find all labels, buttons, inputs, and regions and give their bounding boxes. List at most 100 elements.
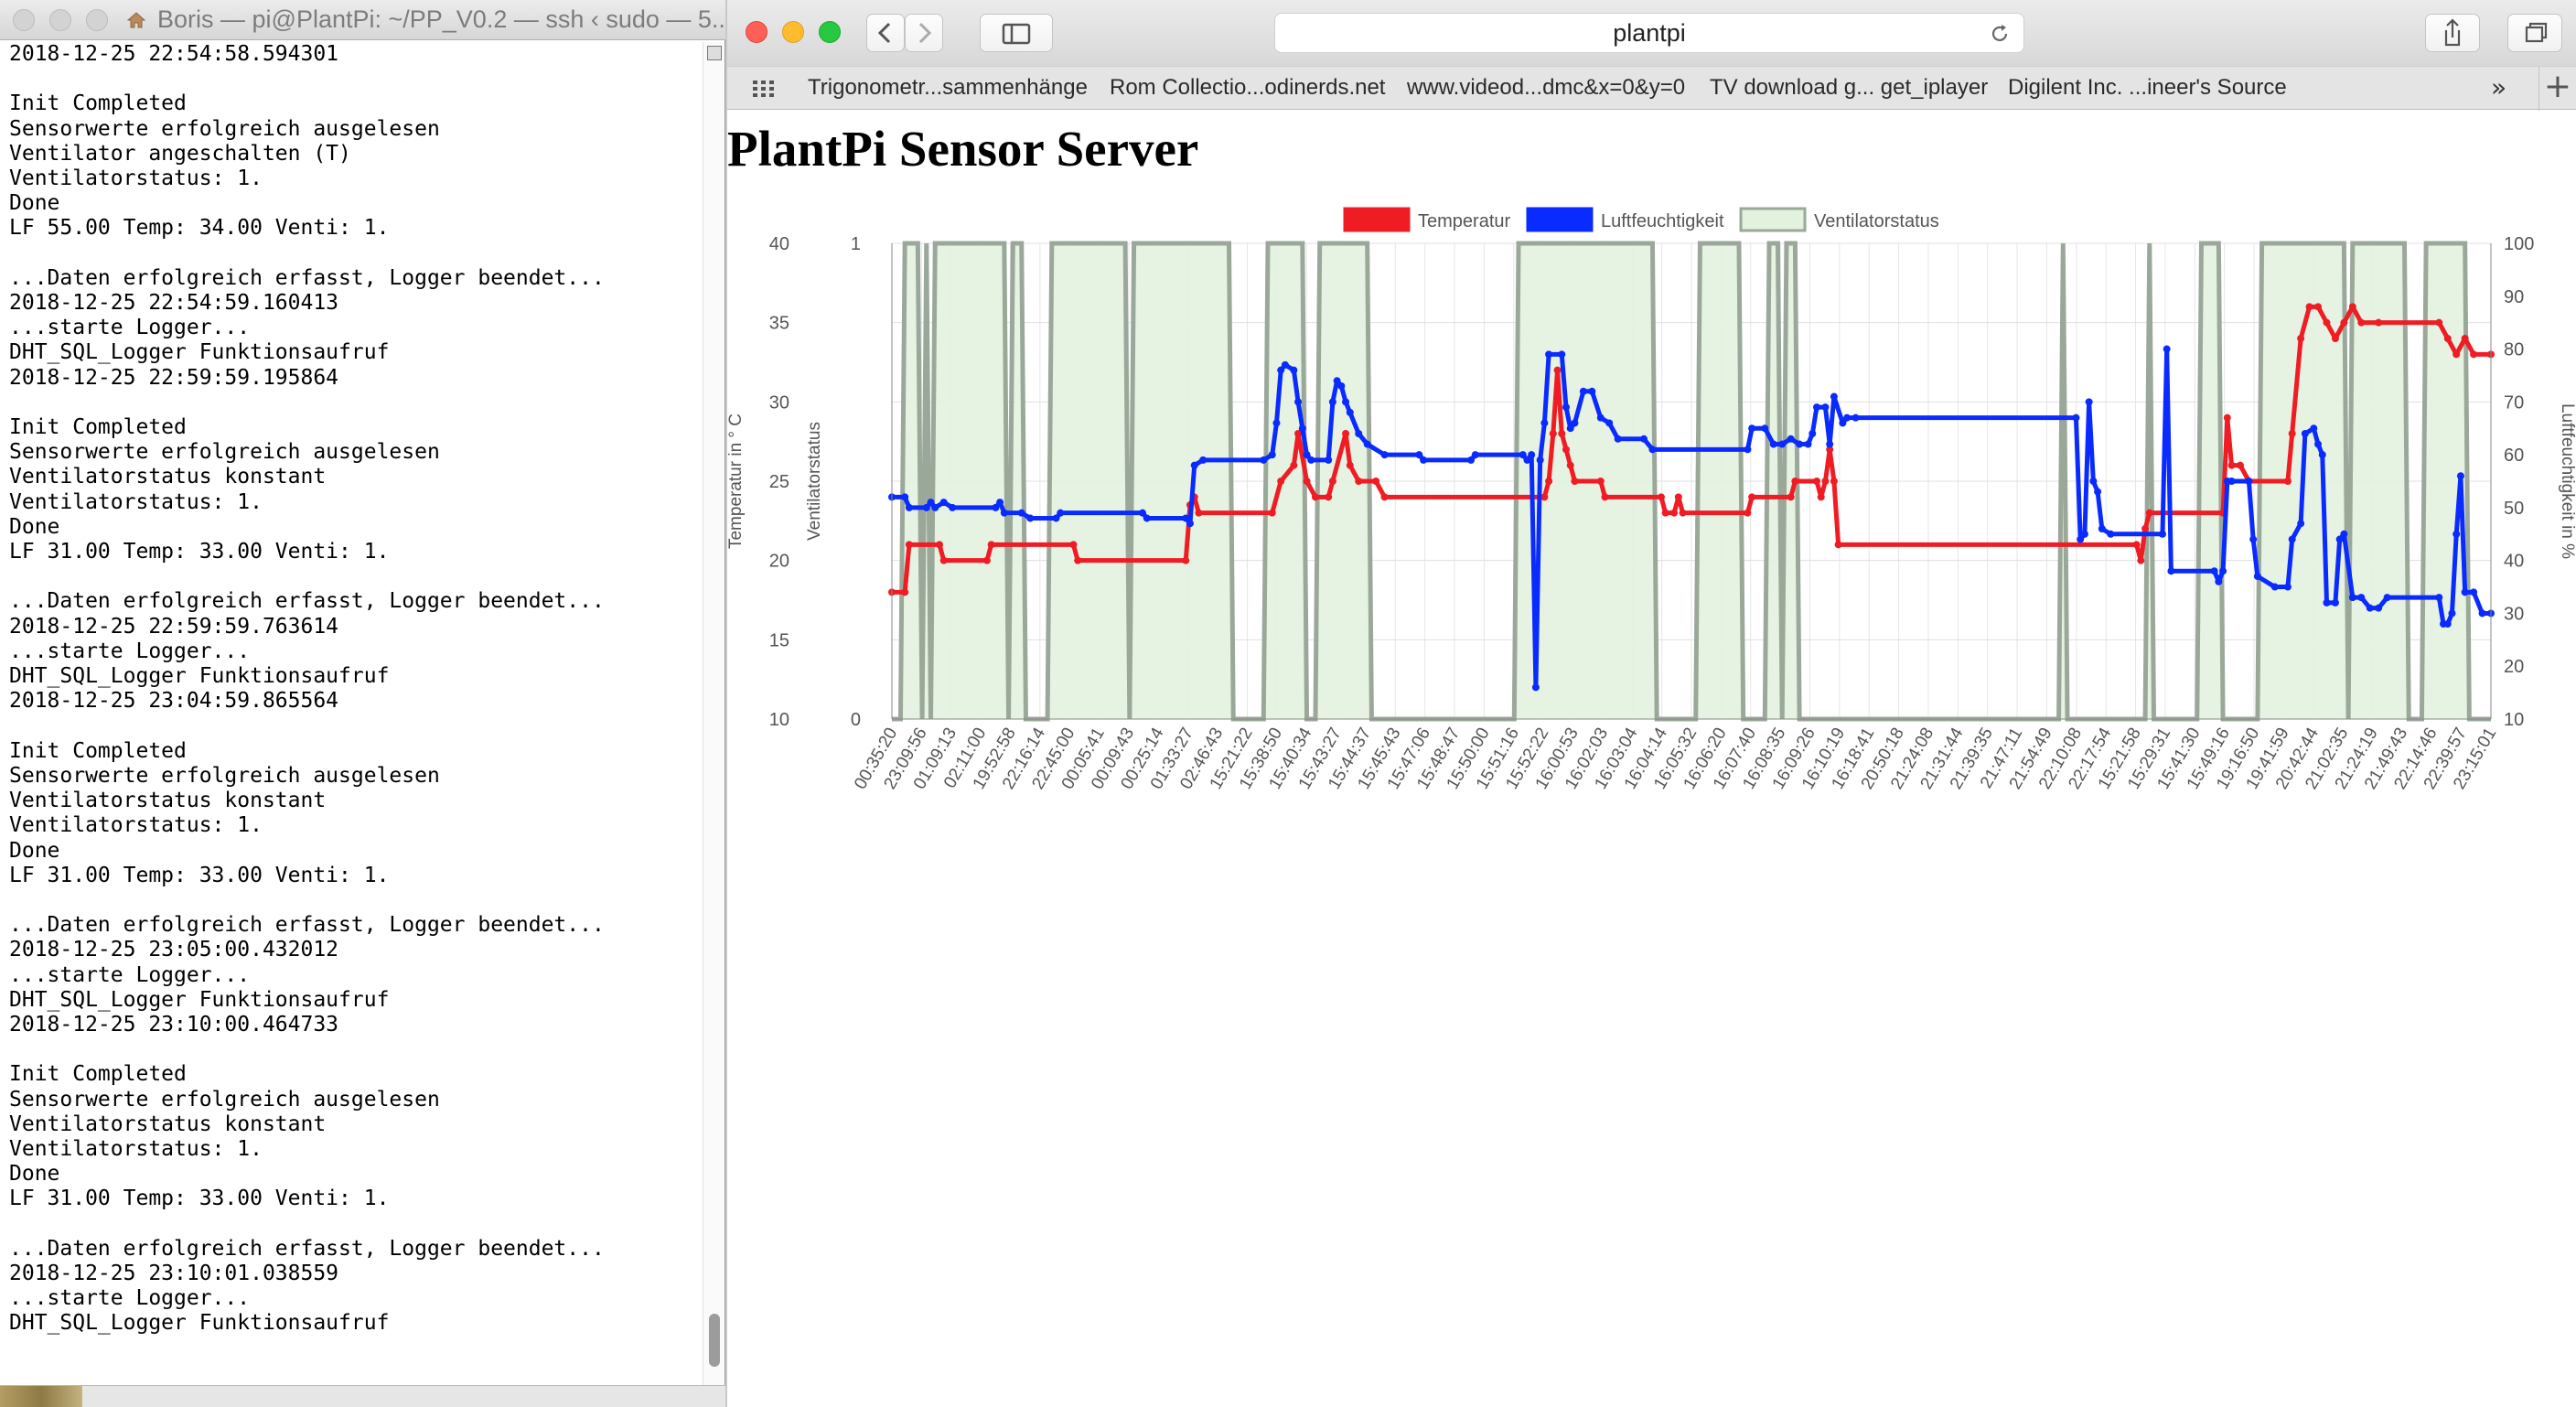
new-tab-button[interactable]: +	[2538, 67, 2576, 111]
terminal-line: Done	[9, 838, 60, 863]
fan-tick-label: 1	[851, 234, 861, 254]
data-point-luftfeuchtigkeit	[2270, 583, 2279, 591]
data-point-temperatur	[1791, 478, 1799, 485]
data-point-temperatur	[2283, 478, 2292, 485]
data-point-luftfeuchtigkeit	[2331, 598, 2339, 607]
humidity-tick-label: 80	[2504, 340, 2524, 360]
data-point-temperatur	[939, 556, 948, 564]
terminal-zoom-button[interactable]	[86, 9, 108, 31]
data-point-luftfeuchtigkeit	[2167, 567, 2175, 575]
sidebar-icon	[1002, 23, 1031, 45]
data-point-luftfeuchtigkeit	[1057, 509, 1065, 517]
bookmark-item[interactable]: TV download g... get_iplayer	[1710, 75, 1989, 100]
terminal-scrollbar[interactable]	[703, 42, 724, 1385]
data-point-temperatur	[1566, 461, 1574, 469]
legend-swatch	[1343, 207, 1411, 232]
forward-button[interactable]	[905, 14, 943, 52]
data-point-luftfeuchtigkeit	[1566, 424, 1574, 433]
terminal-line: 2018-12-25 23:04:59.865564	[9, 689, 339, 714]
data-point-luftfeuchtigkeit	[1471, 451, 1479, 459]
data-point-luftfeuchtigkeit	[2310, 424, 2318, 433]
data-point-temperatur	[1601, 493, 1609, 501]
share-button[interactable]	[2425, 14, 2480, 52]
data-point-luftfeuchtigkeit	[2163, 345, 2171, 353]
desktop-wallpaper-strip	[0, 1386, 82, 1407]
data-point-temperatur	[1826, 446, 1834, 454]
data-point-temperatur	[1195, 509, 1203, 517]
data-point-luftfeuchtigkeit	[2253, 573, 2261, 580]
data-point-luftfeuchtigkeit	[1562, 403, 1570, 412]
data-point-luftfeuchtigkeit	[949, 503, 957, 511]
terminal-output[interactable]: 2018-12-25 22:54:58.594301 Init Complete…	[0, 42, 704, 1385]
data-point-temperatur	[1813, 478, 1821, 485]
data-point-luftfeuchtigkeit	[1017, 509, 1025, 517]
data-point-luftfeuchtigkeit	[1519, 451, 1527, 459]
data-point-luftfeuchtigkeit	[1571, 419, 1579, 427]
browser-close-button[interactable]	[746, 21, 767, 43]
data-point-luftfeuchtigkeit	[1294, 398, 1303, 406]
back-button[interactable]	[866, 14, 905, 52]
data-point-luftfeuchtigkeit	[1307, 456, 1315, 464]
data-point-temperatur	[1290, 461, 1298, 469]
data-point-luftfeuchtigkeit	[1337, 382, 1346, 390]
data-point-temperatur	[2470, 350, 2478, 359]
terminal-line: Ventilatorstatus konstant	[9, 1112, 327, 1136]
browser-minimize-button[interactable]	[782, 21, 804, 43]
data-point-temperatur	[2314, 303, 2323, 311]
terminal-line: 2018-12-25 22:54:58.594301	[9, 42, 339, 66]
terminal-line: ...starte Logger...	[9, 316, 251, 340]
data-point-luftfeuchtigkeit	[2297, 520, 2305, 528]
data-point-temperatur	[1834, 541, 1842, 549]
browser-window[interactable]: plantpi Trigonometr...sammenhänge	[727, 0, 2576, 1407]
sidebar-button[interactable]	[980, 14, 1053, 52]
data-point-luftfeuchtigkeit	[2453, 530, 2461, 538]
data-point-luftfeuchtigkeit	[1605, 419, 1614, 427]
data-point-temperatur	[982, 556, 991, 564]
bookmark-item[interactable]: www.videod...dmc&x=0&y=0	[1407, 75, 1686, 100]
data-point-luftfeuchtigkeit	[1415, 451, 1423, 459]
bookmark-item[interactable]: Rom Collectio...odinerds.net	[1110, 75, 1386, 100]
humidity-axis-title: Luftfeuchtigkeit in %	[2558, 403, 2576, 559]
terminal-close-button[interactable]	[13, 9, 35, 31]
data-point-luftfeuchtigkeit	[1778, 440, 1787, 448]
reload-icon[interactable]	[1989, 23, 2011, 45]
terminal-titlebar[interactable]: Boris — pi@PlantPi: ~/PP_V0.2 — ssh ‹ su…	[0, 0, 732, 40]
data-point-luftfeuchtigkeit	[2478, 609, 2486, 618]
bookmark-item[interactable]: Trigonometr...sammenhänge	[808, 75, 1088, 100]
terminal-minimize-button[interactable]	[49, 9, 71, 31]
data-point-luftfeuchtigkeit	[2301, 430, 2309, 437]
data-point-temperatur	[1372, 478, 1380, 485]
terminal-scroll-thumb[interactable]	[709, 1314, 720, 1367]
terminal-window[interactable]: Boris — pi@PlantPi: ~/PP_V0.2 — ssh ‹ su…	[0, 0, 732, 1407]
terminal-line: Done	[9, 191, 60, 216]
data-point-temperatur	[1182, 556, 1190, 564]
tabs-overview-button[interactable]	[2507, 14, 2562, 52]
data-point-luftfeuchtigkeit	[2249, 535, 2258, 543]
bookmark-item[interactable]: Digilent Inc. ...ineer's Source	[2008, 75, 2287, 100]
grid-icon[interactable]	[753, 79, 775, 99]
terminal-line	[9, 1212, 704, 1237]
page-title: PlantPi Sensor Server	[727, 121, 1199, 177]
legend-swatch	[1739, 207, 1807, 232]
data-point-temperatur	[2141, 525, 2150, 532]
data-point-temperatur	[2132, 541, 2141, 549]
data-point-luftfeuchtigkeit	[2435, 594, 2443, 602]
sensor-chart: 10 15 20 25 30 35 40 0 1 10 20 30 40 50 60 70 80 90 100 Tem…	[727, 207, 2576, 793]
data-point-luftfeuchtigkeit	[1787, 435, 1795, 443]
data-point-luftfeuchtigkeit	[2077, 535, 2085, 543]
terminal-line	[9, 564, 704, 589]
data-point-luftfeuchtigkeit	[1596, 414, 1605, 422]
address-bar[interactable]: plantpi	[1274, 13, 2024, 53]
bookmarks-overflow-button[interactable]: »	[2491, 72, 2507, 102]
data-point-luftfeuchtigkeit	[1531, 683, 1540, 692]
data-point-temperatur	[1657, 493, 1665, 501]
data-point-temperatur	[1558, 430, 1566, 437]
data-point-luftfeuchtigkeit	[1579, 387, 1587, 395]
fan-axis-title: Ventilatorstatus	[805, 422, 824, 541]
legend-label: Temperatur	[1418, 211, 1510, 231]
data-point-temperatur	[1821, 478, 1830, 485]
browser-zoom-button[interactable]	[819, 21, 841, 43]
terminal-line: ...starte Logger...	[9, 639, 251, 663]
temperature-tick-label: 30	[769, 392, 789, 413]
data-point-luftfeuchtigkeit	[1380, 451, 1389, 459]
